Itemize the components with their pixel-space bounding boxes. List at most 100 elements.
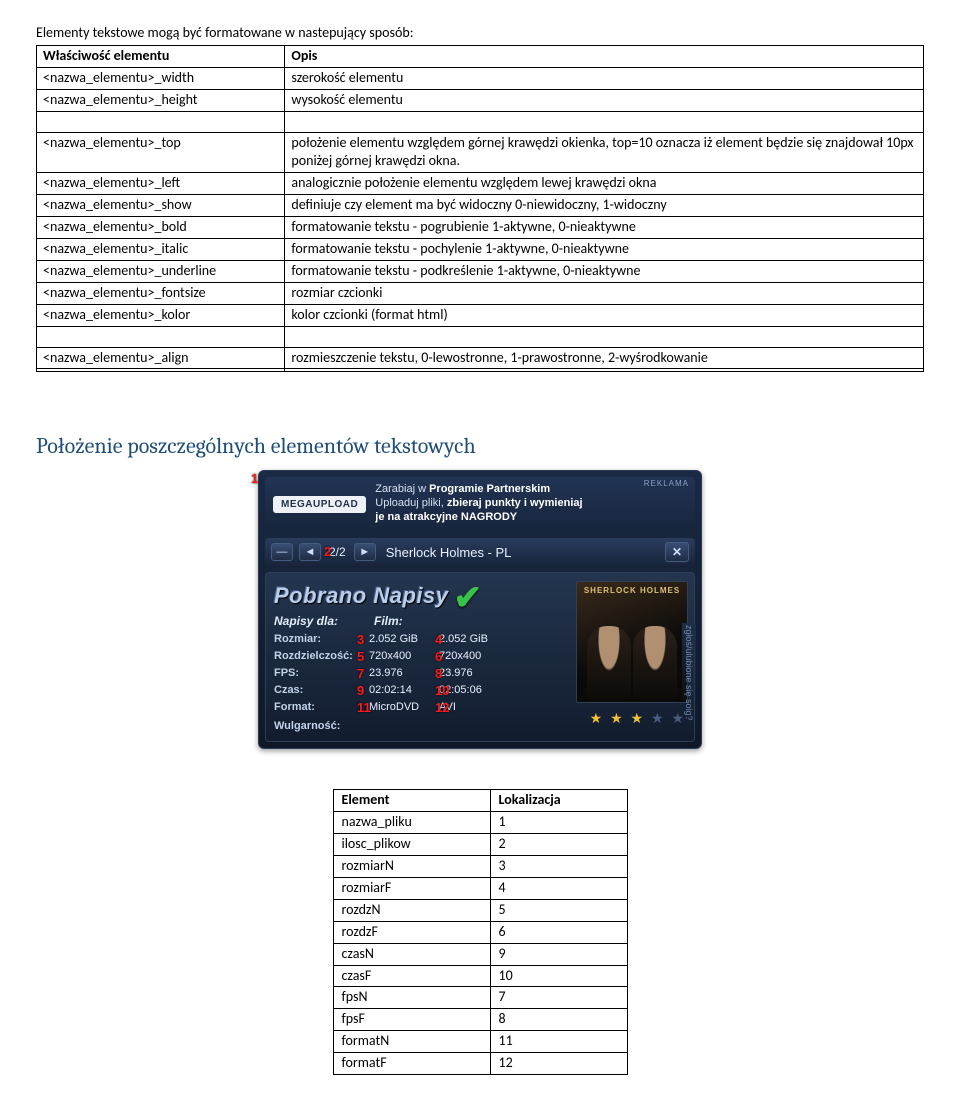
- prop-desc: formatowanie tekstu - podkreślenie 1-akt…: [285, 260, 924, 282]
- prop-name: <nazwa_elementu>_top: [37, 132, 285, 173]
- elem-name: rozdzN: [333, 899, 490, 921]
- elem-loc: 7: [490, 987, 627, 1009]
- properties-table: Właściwość elementu Opis <nazwa_elementu…: [36, 45, 924, 373]
- prop-name: <nazwa_elementu>_align: [37, 347, 285, 369]
- prop-desc: formatowanie tekstu - pochylenie 1-aktyw…: [285, 239, 924, 261]
- stat-row: Rozdzielczość:5720x4006720x400: [274, 648, 568, 665]
- app-screenshot: REKLAMA MEGAUPLOAD Zarabiaj w Programie …: [258, 470, 702, 749]
- elem-loc: 11: [490, 1031, 627, 1053]
- elem-loc: 1: [490, 812, 627, 834]
- stat-value-napisy: 5720x400: [369, 649, 439, 664]
- prop-name: [37, 369, 285, 372]
- prop-desc: [285, 369, 924, 372]
- elem-loc: 4: [490, 878, 627, 900]
- ad-line-bold: je na atrakcyjne NAGRODY: [375, 511, 517, 523]
- elem-name: formatN: [333, 1031, 490, 1053]
- elements-table: Element Lokalizacja nazwa_pliku1ilosc_pl…: [333, 789, 628, 1075]
- side-text: zgłoś/ulubione się soig?: [683, 625, 695, 721]
- next-button[interactable]: ►: [354, 543, 376, 561]
- elems-header-c2: Lokalizacja: [490, 790, 627, 812]
- title-text: Sherlock Holmes - PL: [386, 545, 512, 560]
- prop-name: <nazwa_elementu>_show: [37, 195, 285, 217]
- prop-desc: definiuje czy element ma być widoczny 0-…: [285, 195, 924, 217]
- elem-name: ilosc_plikow: [333, 834, 490, 856]
- subhdr-c2: Film:: [374, 613, 403, 629]
- ad-line: Uploaduj pliki,: [375, 497, 447, 509]
- stat-value-napisy: 32.052 GiB: [369, 632, 439, 647]
- stat-value-napisy: 11MicroDVD: [369, 700, 439, 715]
- prev-button[interactable]: ◄: [299, 543, 321, 561]
- elem-loc: 5: [490, 899, 627, 921]
- poster-title: SHERLOCK HOLMES: [577, 586, 687, 597]
- movie-poster: SHERLOCK HOLMES: [576, 581, 688, 703]
- props-header-c1: Właściwość elementu: [37, 45, 285, 67]
- panel-left: Pobrano Napisy ✔ Napisy dla: Film: Rozmi…: [274, 581, 568, 733]
- prop-name: <nazwa_elementu>_fontsize: [37, 282, 285, 304]
- prop-name: <nazwa_elementu>_left: [37, 173, 285, 195]
- stat-row: FPS:723.976823.976: [274, 665, 568, 682]
- ad-banner: REKLAMA MEGAUPLOAD Zarabiaj w Programie …: [265, 477, 695, 532]
- close-button[interactable]: ✕: [665, 542, 689, 562]
- prop-desc: formatowanie tekstu - pogrubienie 1-akty…: [285, 217, 924, 239]
- elem-loc: 3: [490, 856, 627, 878]
- elem-name: rozmiarN: [333, 856, 490, 878]
- panel-right: SHERLOCK HOLMES ★ ★ ★ ★ ★: [576, 581, 686, 733]
- stat-label: Rozmiar:: [274, 632, 369, 647]
- spacer-cell: [37, 326, 285, 347]
- min-button[interactable]: —: [271, 543, 293, 561]
- stat-value-film: 12AVI: [439, 700, 509, 715]
- elem-loc: 6: [490, 921, 627, 943]
- elem-name: rozdzF: [333, 921, 490, 943]
- ad-text: Zarabiaj w Programie Partnerskim Uploadu…: [375, 483, 582, 524]
- panel-heading: Pobrano Napisy: [274, 581, 448, 611]
- page-text: 2/2: [329, 545, 346, 559]
- prop-name: <nazwa_elementu>_bold: [37, 217, 285, 239]
- ad-label: REKLAMA: [644, 479, 689, 490]
- ad-line-bold: Programie Partnerskim: [429, 483, 550, 495]
- spacer-cell: [37, 111, 285, 132]
- page-indicator: 2 2/2: [327, 544, 348, 560]
- stat-value-napisy: 723.976: [369, 666, 439, 681]
- prop-name: <nazwa_elementu>_height: [37, 89, 285, 111]
- elem-name: fpsF: [333, 1009, 490, 1031]
- prop-name: <nazwa_elementu>_italic: [37, 239, 285, 261]
- stat-label: FPS:: [274, 666, 369, 681]
- elem-loc: 8: [490, 1009, 627, 1031]
- poster-figure: [633, 626, 677, 702]
- elem-name: nazwa_pliku: [333, 812, 490, 834]
- poster-figure: [587, 626, 631, 702]
- ad-logo: MEGAUPLOAD: [273, 496, 366, 514]
- elem-loc: 10: [490, 965, 627, 987]
- elem-name: formatF: [333, 1053, 490, 1075]
- prop-desc: analogicznie położenie elementu względem…: [285, 173, 924, 195]
- spacer-cell: [285, 326, 924, 347]
- ad-line: Zarabiaj w: [375, 483, 429, 495]
- overlay-number: 1: [251, 470, 258, 488]
- elem-name: fpsN: [333, 987, 490, 1009]
- elem-loc: 2: [490, 834, 627, 856]
- prop-desc: położenie elementu względem górnej krawę…: [285, 132, 924, 173]
- side-tab[interactable]: zgłoś/ulubione się soig?: [682, 623, 696, 713]
- elem-loc: 12: [490, 1053, 627, 1075]
- elems-header-c1: Element: [333, 790, 490, 812]
- props-header-c2: Opis: [285, 45, 924, 67]
- elem-loc: 9: [490, 943, 627, 965]
- check-icon: ✔: [454, 587, 483, 611]
- section-heading: Położenie poszczególnych elementów tekst…: [36, 432, 924, 462]
- prop-desc: rozmieszczenie tekstu, 0-lewostronne, 1-…: [285, 347, 924, 369]
- stat-row: Rozmiar:32.052 GiB42.052 GiB: [274, 631, 568, 648]
- prop-desc: szerokość elementu: [285, 67, 924, 89]
- stat-label: Rozdzielczość:: [274, 649, 369, 664]
- prop-name: <nazwa_elementu>_underline: [37, 260, 285, 282]
- stat-label: Format:: [274, 700, 369, 715]
- stat-value-napisy: 902:02:14: [369, 683, 439, 698]
- sub-header: Napisy dla: Film:: [274, 613, 568, 629]
- wulg-label: Wulgarność:: [274, 719, 568, 734]
- elem-name: rozmiarF: [333, 878, 490, 900]
- spacer-cell: [285, 111, 924, 132]
- prop-name: <nazwa_elementu>_width: [37, 67, 285, 89]
- titlebar: — ◄ 2 2/2 ► 1 Sherlock Holmes - PL ✕: [265, 538, 695, 566]
- main-panel: Pobrano Napisy ✔ Napisy dla: Film: Rozmi…: [265, 572, 695, 742]
- prop-desc: wysokość elementu: [285, 89, 924, 111]
- intro-text: Elementy tekstowe mogą być formatowane w…: [36, 24, 924, 43]
